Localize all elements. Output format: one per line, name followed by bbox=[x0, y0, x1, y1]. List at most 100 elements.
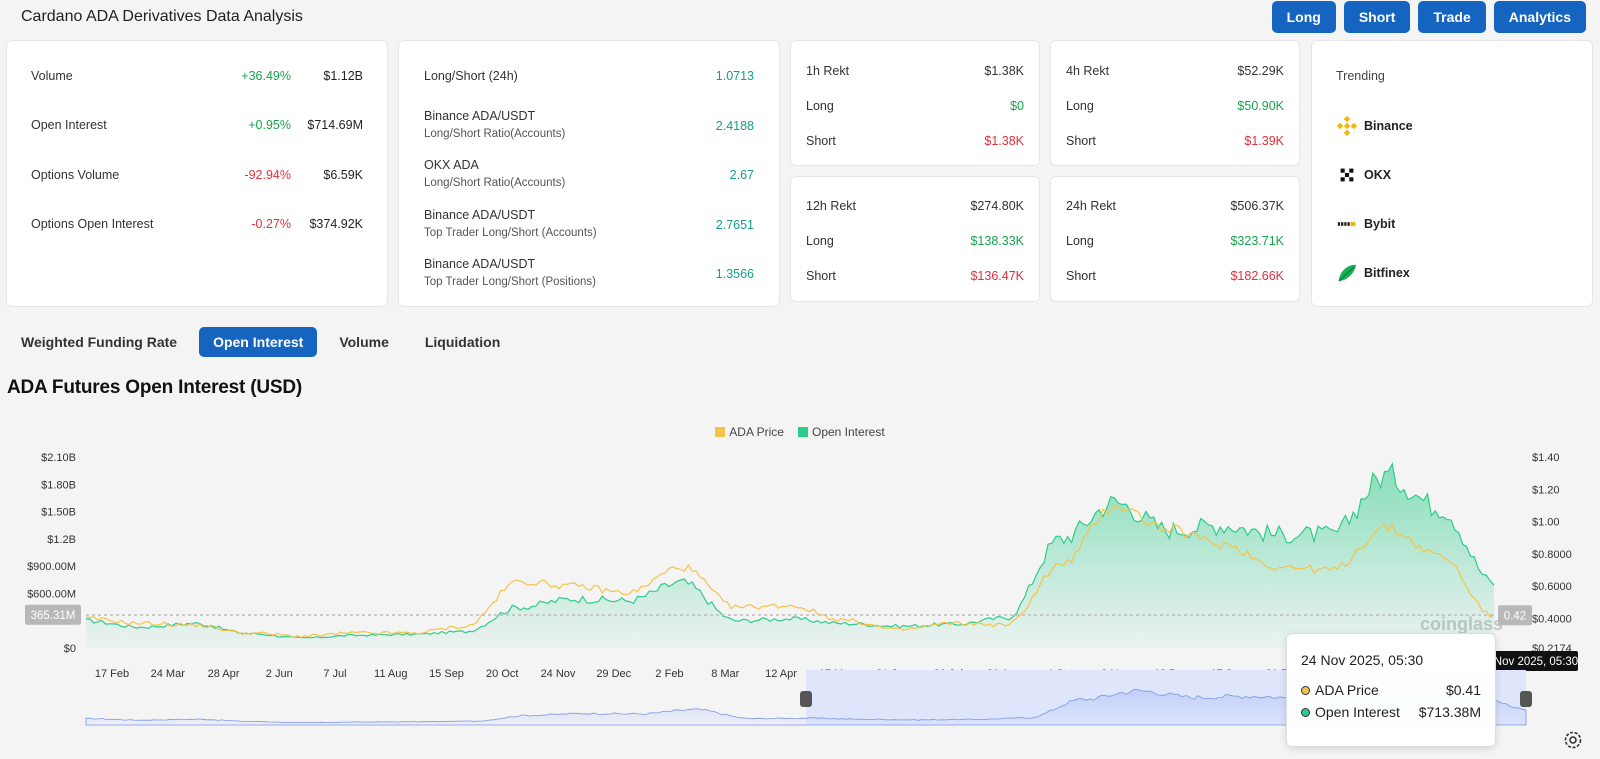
trending-item-bitfinex[interactable]: Bitfinex bbox=[1336, 260, 1410, 286]
trending-item-label: Bybit bbox=[1364, 217, 1396, 231]
stat-label: Volume bbox=[31, 69, 73, 83]
rekt-short-row: Short $1.39K bbox=[1051, 134, 1299, 152]
trending-item-bybit[interactable]: Bybit bbox=[1336, 211, 1395, 237]
x-tick-label: 8 Mar bbox=[711, 668, 739, 680]
rekt-total: $1.38K bbox=[984, 64, 1024, 78]
bybit-icon bbox=[1336, 221, 1358, 227]
ls-row: Binance ADA/USDT Long/Short Ratio(Accoun… bbox=[399, 109, 779, 149]
stat-row-volume: Volume +36.49% $1.12B bbox=[7, 67, 387, 87]
rekt-total: $52.29K bbox=[1237, 64, 1284, 78]
ls-value: 2.7651 bbox=[715, 218, 754, 232]
tab-liquidation[interactable]: Liquidation bbox=[411, 327, 514, 357]
trending-item-label: Bitfinex bbox=[1364, 266, 1410, 280]
ls-value: 2.4188 bbox=[715, 119, 754, 133]
legend-item-open-interest[interactable]: Open Interest bbox=[797, 425, 885, 439]
tab-volume[interactable]: Volume bbox=[325, 327, 403, 357]
chart-legend: ADA Price Open Interest bbox=[0, 425, 1600, 439]
crosshair-date-badge: Nov 2025, 05:30 bbox=[1494, 656, 1578, 668]
rekt-long-label: Long bbox=[806, 99, 834, 113]
stat-label: Open Interest bbox=[31, 118, 107, 132]
short-button[interactable]: Short bbox=[1343, 1, 1411, 33]
y-right-tick-label: $0.6000 bbox=[1532, 581, 1572, 593]
chart-settings-icon[interactable] bbox=[1563, 730, 1583, 750]
chart-tooltip: 24 Nov 2025, 05:30 ADA Price $0.41 Open … bbox=[1286, 633, 1496, 747]
x-tick-label: 28 Apr bbox=[208, 668, 240, 680]
binance-icon bbox=[1336, 115, 1358, 137]
ls-sublabel: Long/Short Ratio(Accounts) bbox=[424, 128, 566, 140]
tab-weighted-funding-rate[interactable]: Weighted Funding Rate bbox=[7, 327, 191, 357]
x-tick-label: 7 Jul bbox=[323, 668, 346, 680]
y-left-tick-label: $0 bbox=[64, 643, 76, 655]
ls-row: Binance ADA/USDT Top Trader Long/Short (… bbox=[399, 257, 779, 297]
x-tick-label: 24 Mar bbox=[151, 668, 186, 680]
ls-value: 2.67 bbox=[729, 168, 754, 182]
stats-card: Volume +36.49% $1.12B Open Interest +0.9… bbox=[6, 40, 388, 307]
rekt-total: $274.80K bbox=[970, 199, 1024, 213]
rekt-short-value: $136.47K bbox=[970, 269, 1024, 283]
rekt-long-value: $138.33K bbox=[970, 234, 1024, 248]
rekt-card-4h: 4h Rekt $52.29K Long $50.90K Short $1.39… bbox=[1050, 40, 1300, 166]
legend-item-ada-price[interactable]: ADA Price bbox=[715, 425, 784, 439]
tooltip-row-price: ADA Price $0.41 bbox=[1301, 682, 1481, 700]
trade-button[interactable]: Trade bbox=[1418, 1, 1486, 33]
rekt-long-label: Long bbox=[806, 234, 834, 248]
ls-sublabel: Top Trader Long/Short (Accounts) bbox=[424, 227, 597, 239]
rekt-long-value: $0 bbox=[1010, 99, 1024, 113]
rekt-long-label: Long bbox=[1066, 234, 1094, 248]
long-button[interactable]: Long bbox=[1271, 1, 1336, 33]
rekt-card-12h: 12h Rekt $274.80K Long $138.33K Short $1… bbox=[790, 176, 1040, 302]
rekt-total: $506.37K bbox=[1230, 199, 1284, 213]
series-open-interest-line bbox=[86, 461, 1495, 639]
tab-open-interest[interactable]: Open Interest bbox=[199, 327, 318, 357]
stat-value: $374.92K bbox=[309, 217, 363, 231]
rekt-short-row: Short $136.47K bbox=[791, 269, 1039, 287]
rekt-total-row: 1h Rekt $1.38K bbox=[791, 64, 1039, 82]
rekt-long-row: Long $0 bbox=[791, 99, 1039, 117]
navigator-handle-left bbox=[800, 691, 812, 707]
rekt-total-row: 4h Rekt $52.29K bbox=[1051, 64, 1299, 82]
long-short-card: Long/Short (24h) 1.0713 Binance ADA/USDT… bbox=[398, 40, 780, 307]
ls-label: Long/Short (24h) bbox=[424, 69, 518, 83]
trending-item-okx[interactable]: OKX bbox=[1336, 162, 1391, 188]
x-tick-label: 29 Dec bbox=[596, 668, 631, 680]
tooltip-row-oi: Open Interest $713.38M bbox=[1301, 704, 1481, 722]
tooltip-date: 24 Nov 2025, 05:30 bbox=[1301, 652, 1424, 668]
tooltip-dot bbox=[1301, 708, 1310, 717]
stat-value: $1.12B bbox=[323, 69, 363, 83]
y-right-tick-label: $0.4000 bbox=[1532, 614, 1572, 626]
analytics-button[interactable]: Analytics bbox=[1493, 1, 1586, 33]
rekt-long-row: Long $138.33K bbox=[791, 234, 1039, 252]
ls-sublabel: Top Trader Long/Short (Positions) bbox=[424, 276, 596, 288]
x-tick-label: 20 Oct bbox=[486, 668, 518, 680]
rekt-title: 1h Rekt bbox=[806, 64, 850, 78]
section-title: ADA Futures Open Interest (USD) bbox=[7, 377, 303, 398]
y-right-tick-label: $1.00 bbox=[1532, 517, 1560, 529]
y-left-tick-label: $900.00M bbox=[27, 561, 76, 573]
rekt-short-row: Short $1.38K bbox=[791, 134, 1039, 152]
rekt-card-1h: 1h Rekt $1.38K Long $0 Short $1.38K bbox=[790, 40, 1040, 166]
bitfinex-icon bbox=[1338, 264, 1357, 282]
app-title: Cardano ADA Derivatives Data Analysis bbox=[21, 8, 303, 25]
trending-item-binance[interactable]: Binance bbox=[1336, 113, 1413, 139]
stat-label: Options Volume bbox=[31, 168, 120, 182]
ls-sublabel: Long/Short Ratio(Accounts) bbox=[424, 177, 566, 189]
rekt-short-value: $1.38K bbox=[984, 134, 1024, 148]
ls-row: Binance ADA/USDT Top Trader Long/Short (… bbox=[399, 208, 779, 248]
stat-value: $714.69M bbox=[307, 118, 363, 132]
rekt-short-value: $182.66K bbox=[1230, 269, 1284, 283]
stat-row-options-open-interest: Options Open Interest -0.27% $374.92K bbox=[7, 215, 387, 235]
x-tick-label: 2 Feb bbox=[655, 668, 683, 680]
legend-swatch bbox=[797, 427, 808, 437]
current-price-badge: 0.42 bbox=[1504, 610, 1526, 622]
series-open-interest-area bbox=[86, 463, 1494, 648]
current-oi-badge: 365.31M bbox=[31, 610, 76, 622]
ls-label: Binance ADA/USDT bbox=[424, 208, 536, 222]
rekt-short-label: Short bbox=[1066, 269, 1096, 283]
y-right-tick-label: $1.40 bbox=[1532, 452, 1560, 464]
trending-item-label: OKX bbox=[1364, 168, 1392, 182]
navigator-handle-right bbox=[1520, 691, 1532, 707]
legend-swatch bbox=[715, 427, 726, 437]
ls-label: OKX ADA bbox=[424, 158, 479, 172]
rekt-total-row: 12h Rekt $274.80K bbox=[791, 199, 1039, 217]
